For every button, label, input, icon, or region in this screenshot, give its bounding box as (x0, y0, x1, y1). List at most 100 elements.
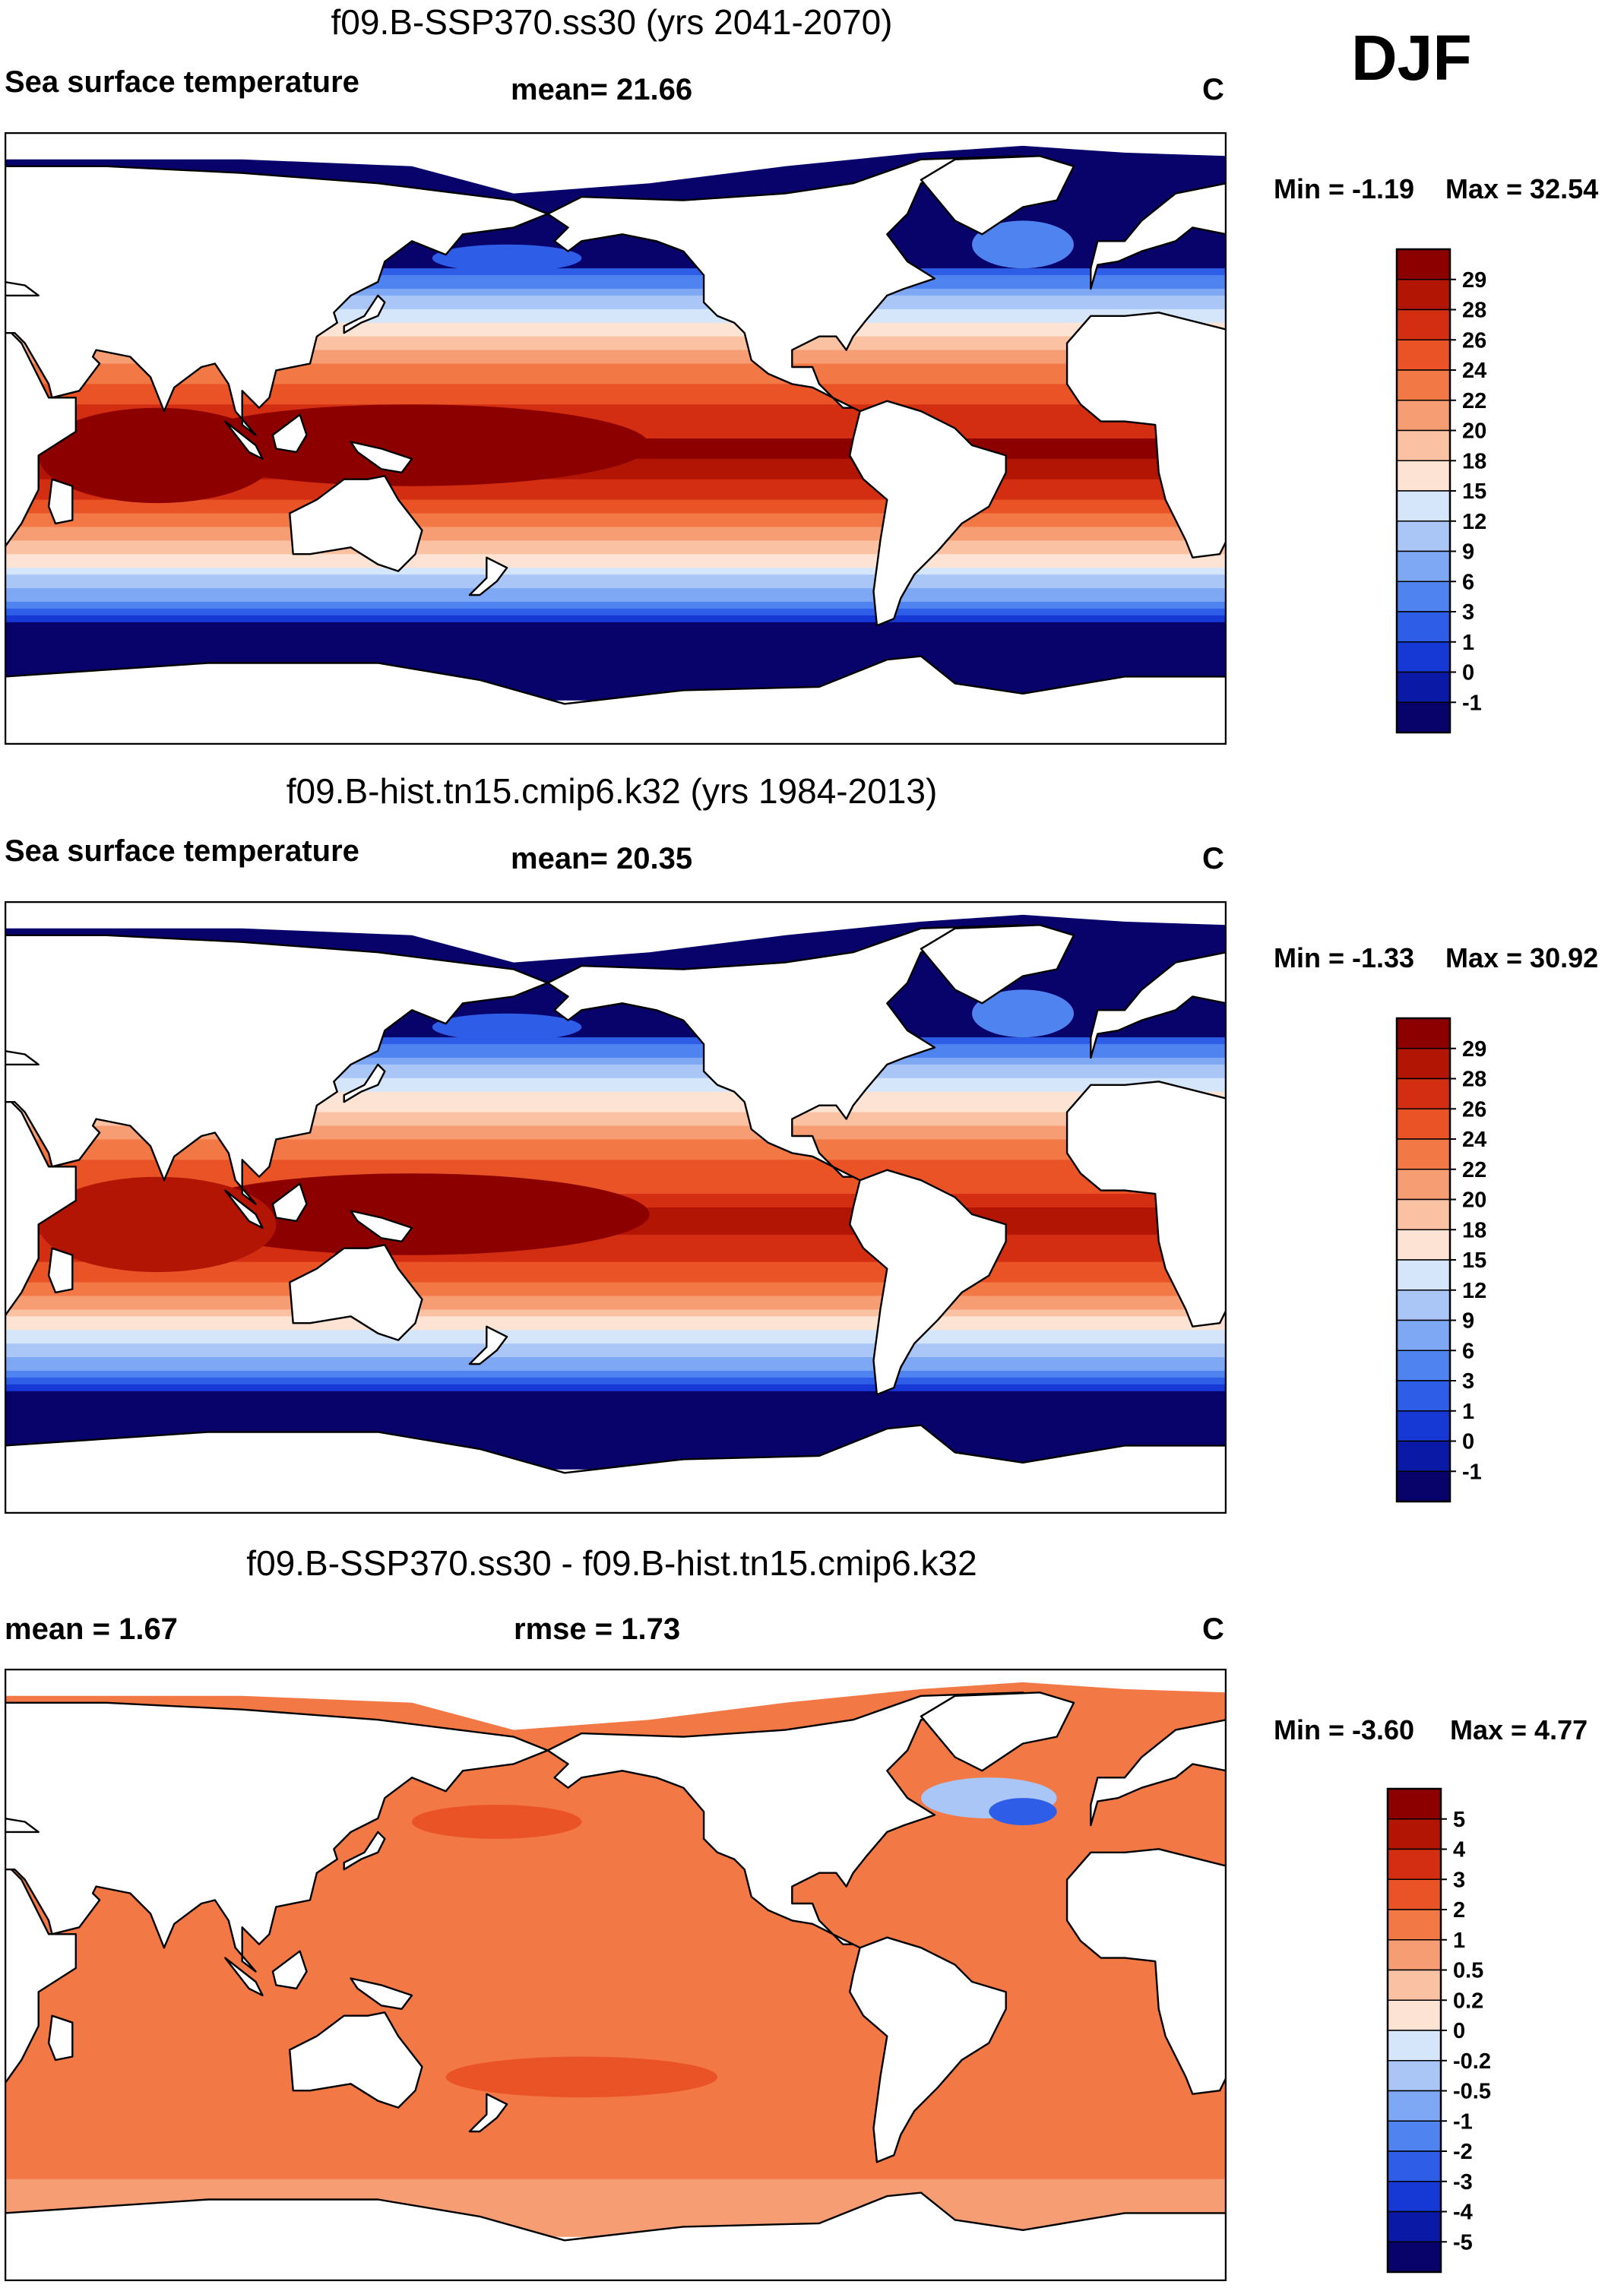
field-band (5, 574, 1227, 582)
field-band (5, 1404, 1227, 1413)
land-africa-west (1065, 1081, 1227, 1328)
field-band (5, 1900, 1227, 1908)
field-band (5, 1030, 1227, 1038)
panel-1-max-label: Max = 32.54 (1445, 173, 1599, 204)
field-band (5, 2111, 1227, 2119)
field-band (5, 1981, 1227, 1989)
north-pacific-cold (432, 244, 582, 272)
field-band (5, 1961, 1227, 1969)
land-africa (5, 1869, 78, 2085)
field-band (5, 1893, 1227, 1901)
field-band (5, 527, 1227, 534)
field-band (5, 1125, 1227, 1134)
field-band (5, 1105, 1227, 1113)
field-band (5, 329, 1227, 337)
field-band (5, 520, 1227, 528)
field-band (5, 669, 1227, 678)
field-band (5, 1166, 1227, 1174)
field-band (5, 1037, 1227, 1045)
field-band (5, 1323, 1227, 1331)
field-band (5, 1805, 1227, 1812)
field-band (5, 547, 1227, 555)
field-band (5, 513, 1227, 521)
field-band (5, 615, 1227, 623)
field-band (5, 336, 1227, 344)
colorbar-swatch (1387, 1818, 1442, 1850)
field-band (5, 2036, 1227, 2044)
field-band (5, 315, 1227, 324)
arctic-mask (5, 132, 1227, 194)
field-band (5, 1343, 1227, 1351)
land-sumatra (224, 1957, 264, 1997)
panel-3-title: f09.B-SSP370.ss30 - f09.B-hist.tn15.cmip… (246, 1543, 977, 1583)
field-band (5, 499, 1227, 508)
field-band (5, 2022, 1227, 2030)
field-band (5, 1934, 1227, 1941)
panel-3-min-label: Min = -3.60 (1274, 1714, 1415, 1745)
arctic-mask (5, 901, 1227, 963)
land-samerica (848, 400, 1007, 627)
colorbar-swatch (1396, 611, 1451, 643)
field-band (5, 472, 1227, 480)
colorbar-swatch (1396, 1078, 1451, 1109)
colorbar-tick-label: 5 (1453, 1808, 1465, 1832)
field-band (5, 1411, 1227, 1419)
colorbar-swatch (1396, 1410, 1451, 1442)
field-band (5, 356, 1227, 365)
field-band (5, 1927, 1227, 1935)
field-band (5, 288, 1227, 296)
field-band (5, 1975, 1227, 1983)
north-atlantic-cooling-core (989, 1798, 1057, 1825)
field-band (5, 1017, 1227, 1024)
field-band (5, 1432, 1227, 1440)
field-band (5, 1954, 1227, 1962)
field-band (5, 1866, 1227, 1874)
colorbar-tick-label: 18 (1462, 449, 1486, 473)
land-greenland (920, 1691, 1075, 1772)
land-samerica (848, 1936, 1007, 2163)
field-band (5, 554, 1227, 562)
colorbar-swatch (1396, 248, 1451, 280)
north-pacific-cold (432, 1013, 582, 1041)
field-band (5, 268, 1227, 276)
colorbar-tick-label: 3 (1453, 1868, 1465, 1892)
land-japan (343, 294, 386, 334)
field-band (5, 2029, 1227, 2037)
field-band (5, 1078, 1227, 1086)
colorbar-tick-label: 1 (1462, 1400, 1474, 1424)
colorbar-tick-label: 29 (1462, 1037, 1486, 1062)
colorbar-tick-label: 3 (1462, 600, 1474, 625)
field-band (5, 322, 1227, 331)
colorbar-tick-label: 0.5 (1453, 1959, 1483, 1983)
field-band (5, 2144, 1227, 2153)
colorbar-swatch (1396, 429, 1451, 461)
land-australia (289, 1244, 423, 1341)
field-band (5, 1845, 1227, 1853)
colorbar-swatch (1387, 1848, 1442, 1880)
field-band (5, 1139, 1227, 1147)
field-band (5, 1384, 1227, 1392)
colorbar-tick-label: 0 (1453, 2019, 1465, 2043)
land-japan (343, 1831, 386, 1871)
field-band (5, 1859, 1227, 1867)
panel-2-min-label: Min = -1.33 (1274, 942, 1415, 973)
field-band (5, 1261, 1227, 1270)
field-band (5, 343, 1227, 351)
panel-3-colorbar: 5 4 3 2 1 0.5 0.2 0 -0.2 -0.5 -1 -2 -3 -4 -5 (1386, 1787, 1491, 2274)
map-frame (5, 901, 1227, 1514)
field-band (5, 1831, 1227, 1840)
colorbar-tick-label: 26 (1462, 1097, 1486, 1122)
field-band (5, 1057, 1227, 1065)
field-band (5, 1268, 1227, 1277)
field-band (5, 1064, 1227, 1072)
field-band (5, 1784, 1227, 1792)
field-band (5, 628, 1227, 637)
colorbar-tick-label: 12 (1462, 510, 1486, 534)
field-band (5, 404, 1227, 412)
field-band (5, 1418, 1227, 1426)
field-band (5, 1180, 1227, 1188)
colorbar-tick-label: 28 (1462, 299, 1486, 323)
north-atlantic-cold (972, 220, 1074, 269)
panel-2-max-label: Max = 30.92 (1445, 942, 1599, 973)
field-band (5, 193, 1227, 201)
